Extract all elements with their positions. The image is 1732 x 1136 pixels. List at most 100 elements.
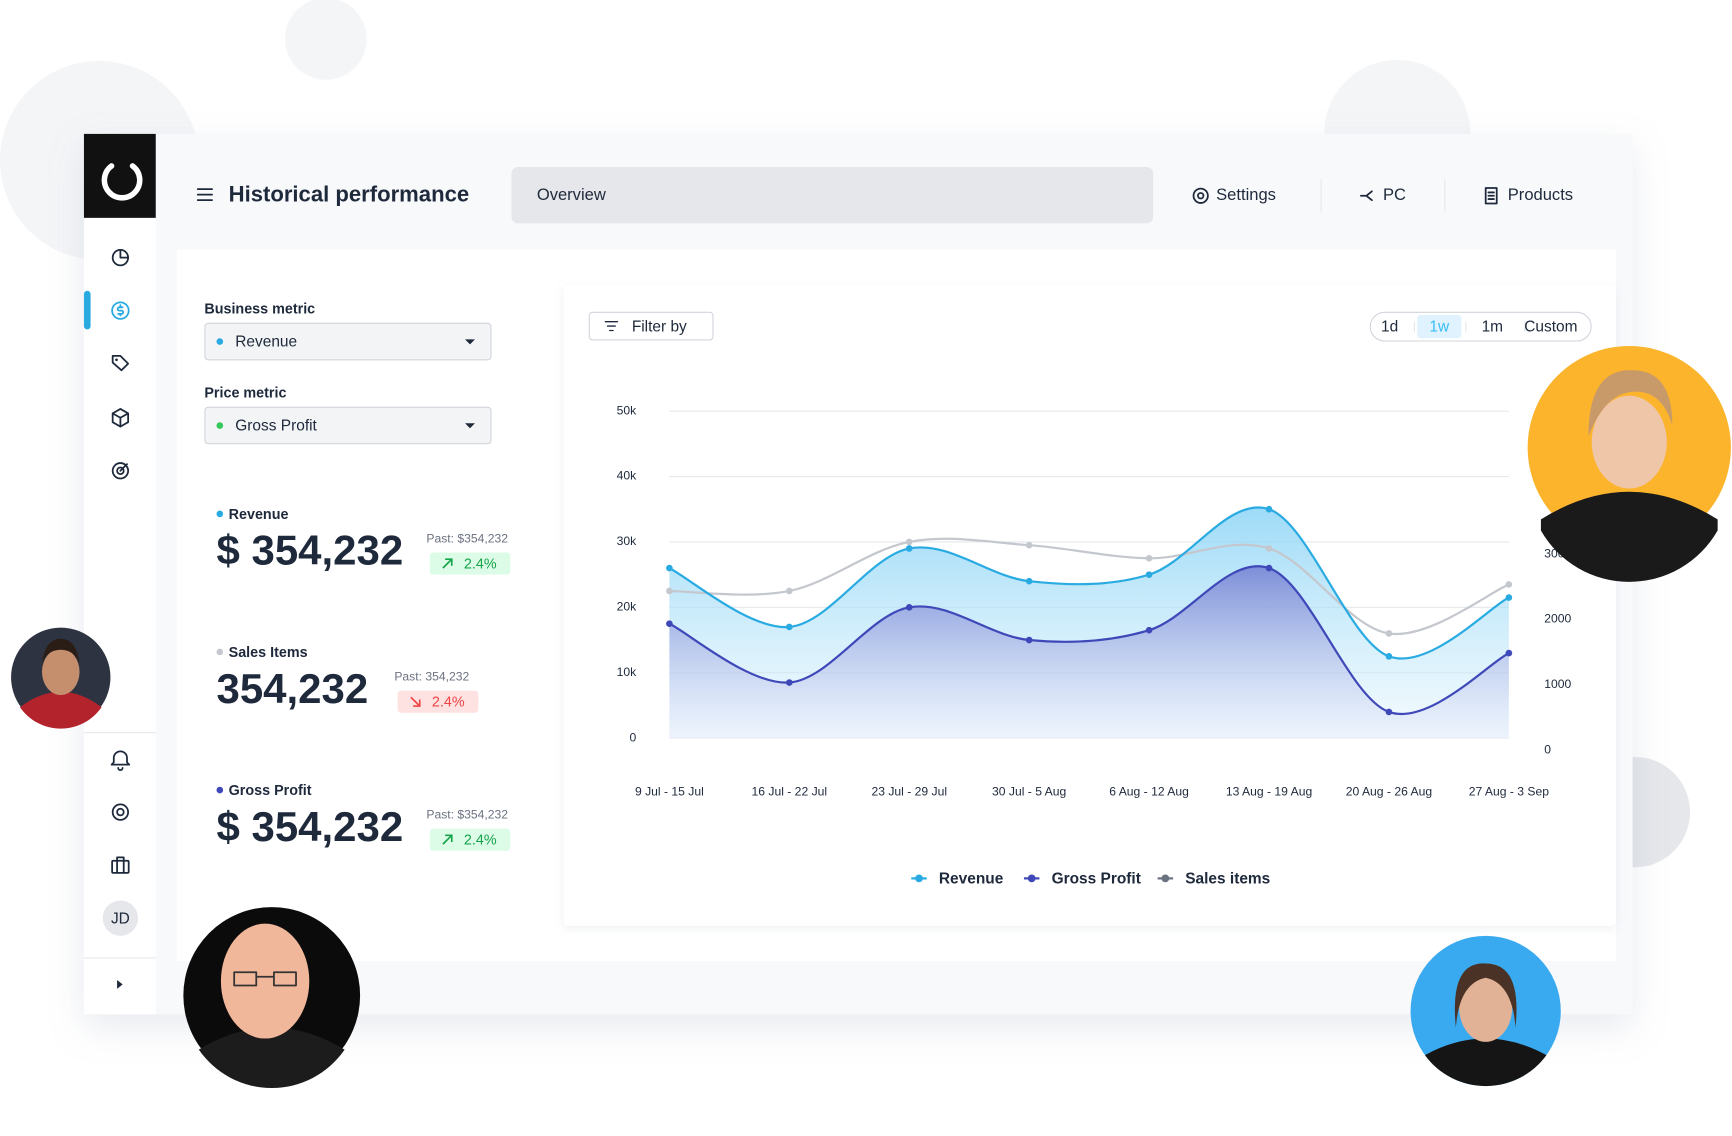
kpi-dot — [216, 786, 224, 794]
legend-label[interactable]: Sales items — [1185, 871, 1270, 888]
point — [1505, 594, 1513, 601]
kpi-badge — [429, 828, 511, 851]
x-tick-label: 20 Aug - 26 Aug — [1346, 784, 1432, 798]
x-tick-label: 16 Jul - 22 Jul — [752, 784, 828, 798]
point — [666, 564, 673, 572]
kpi-arrow — [410, 696, 421, 707]
point — [1145, 554, 1153, 562]
point — [1505, 649, 1513, 657]
tab-label[interactable]: PC — [1383, 185, 1406, 204]
point — [1505, 581, 1513, 588]
products-icon — [1484, 187, 1498, 205]
point — [666, 620, 673, 627]
tab-label[interactable]: Products — [1508, 185, 1573, 204]
point — [1265, 505, 1273, 513]
point — [785, 679, 793, 686]
nav-products[interactable] — [111, 408, 130, 428]
point — [1265, 545, 1273, 552]
tab-active[interactable] — [511, 167, 1154, 224]
range-option[interactable]: 1m — [1482, 318, 1503, 335]
point — [1385, 653, 1393, 660]
avatar-photo — [1410, 935, 1561, 1087]
x-tick-label: 6 Aug - 12 Aug — [1109, 784, 1189, 798]
y-tick-label: 10k — [617, 665, 638, 679]
dropdown-value: Gross Profit — [235, 418, 317, 435]
sidebar: JD — [83, 133, 156, 1015]
menu-icon[interactable] — [196, 188, 213, 202]
user-avatar[interactable] — [102, 900, 139, 936]
line — [668, 565, 1510, 716]
range-active — [1417, 315, 1462, 339]
caret — [465, 423, 475, 429]
dropdown[interactable] — [204, 322, 492, 361]
logo — [101, 163, 143, 201]
kpi-change: 2.4% — [464, 556, 497, 572]
dropdown-value: Revenue — [235, 334, 297, 351]
y2-tick-label: 0 — [1544, 742, 1551, 756]
settings-icon — [1192, 187, 1209, 204]
point — [1025, 636, 1033, 644]
y-tick-label: 20k — [617, 600, 638, 614]
y-tick-label: 0 — [629, 730, 636, 744]
point — [1025, 577, 1033, 585]
kpi-list: Revenue $ 354,232 Past: $354,232 2.4% Sales … — [216, 507, 511, 851]
caret — [465, 339, 475, 345]
range-option[interactable]: 1d — [1381, 318, 1398, 335]
avatar-photo — [11, 627, 111, 729]
point — [905, 538, 913, 546]
area-fill — [669, 566, 1509, 739]
nav-notifications[interactable] — [110, 750, 131, 771]
x-tick-label: 27 Aug - 3 Sep — [1469, 784, 1550, 798]
legend-marker — [915, 874, 923, 883]
kpi-value: $ 354,232 — [217, 803, 404, 850]
chart: 1d 1w 1m Custom010k20k30k40k50k010002000300… — [617, 315, 1577, 888]
point — [1385, 630, 1393, 637]
user-initials: JD — [111, 910, 130, 927]
dropdown[interactable] — [204, 406, 492, 445]
range-option[interactable]: 1w — [1429, 318, 1450, 335]
kpi-past: Past: $354,232 — [426, 531, 508, 545]
kpi-name: Sales Items — [229, 645, 308, 661]
point — [785, 623, 793, 631]
kpi-value: 354,232 — [217, 665, 369, 712]
nav-revenue[interactable] — [111, 301, 130, 320]
x-tick-label: 23 Jul - 29 Jul — [871, 784, 947, 798]
kpi-badge — [397, 690, 479, 713]
kpi-past: Past: 354,232 — [394, 670, 469, 684]
legend-marker — [1161, 874, 1170, 883]
avatar-photo — [183, 907, 361, 1089]
line — [668, 506, 1510, 660]
filter-label: Filter by — [632, 318, 687, 335]
point — [666, 587, 673, 595]
x-tick-label: 30 Jul - 5 Aug — [992, 784, 1066, 798]
y-tick-label: 50k — [617, 403, 638, 417]
x-tick-label: 13 Aug - 19 Aug — [1226, 784, 1312, 798]
nav-help[interactable] — [111, 803, 130, 821]
point — [1025, 541, 1033, 549]
legend-label[interactable]: Revenue — [939, 871, 1004, 888]
kpi-change: 2.4% — [432, 695, 465, 711]
point — [1265, 564, 1273, 572]
range-option[interactable]: Custom — [1524, 318, 1577, 335]
kpi-change: 2.4% — [464, 833, 497, 849]
legend-label[interactable]: Gross Profit — [1052, 871, 1141, 888]
dropdown-dot — [216, 422, 224, 429]
nav-overview[interactable] — [111, 248, 130, 267]
expand-toggle[interactable] — [117, 980, 123, 989]
dropdown-dot — [216, 338, 224, 345]
point — [1385, 708, 1393, 716]
filter-button[interactable] — [588, 311, 714, 341]
tab-label: Overview — [537, 185, 606, 204]
kpi-value: $ 354,232 — [217, 527, 404, 574]
nav-goals[interactable] — [111, 462, 130, 480]
kpi-arrow — [442, 834, 453, 845]
page-title: Historical performance — [229, 182, 470, 207]
y-tick-label: 30k — [617, 534, 638, 548]
tab-label[interactable]: Settings — [1216, 185, 1276, 204]
nav-tags[interactable] — [111, 355, 130, 372]
kpi-dot — [216, 648, 224, 656]
nav-portfolio[interactable] — [111, 856, 130, 874]
kpi-past: Past: $354,232 — [426, 808, 508, 822]
point — [785, 587, 793, 595]
